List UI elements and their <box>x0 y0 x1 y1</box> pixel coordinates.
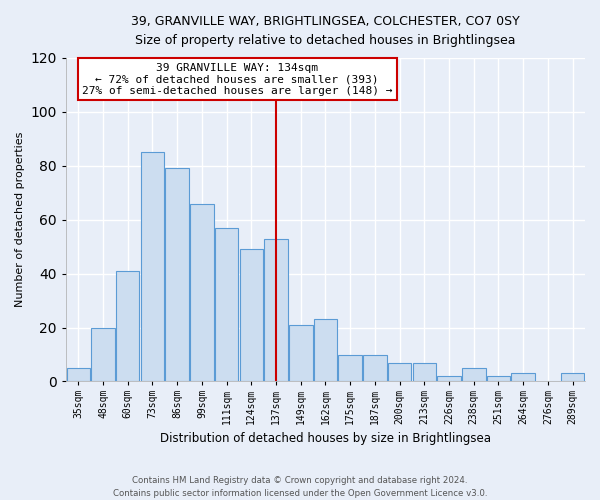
Bar <box>363 354 386 382</box>
Bar <box>462 368 485 382</box>
X-axis label: Distribution of detached houses by size in Brightlingsea: Distribution of detached houses by size … <box>160 432 491 445</box>
Bar <box>116 271 139 382</box>
Bar <box>91 328 115 382</box>
Bar <box>561 374 584 382</box>
Bar <box>413 362 436 382</box>
Bar <box>511 374 535 382</box>
Bar <box>265 238 288 382</box>
Bar <box>215 228 238 382</box>
Bar <box>166 168 189 382</box>
Title: 39, GRANVILLE WAY, BRIGHTLINGSEA, COLCHESTER, CO7 0SY
Size of property relative : 39, GRANVILLE WAY, BRIGHTLINGSEA, COLCHE… <box>131 15 520 47</box>
Bar <box>338 354 362 382</box>
Y-axis label: Number of detached properties: Number of detached properties <box>15 132 25 308</box>
Bar <box>141 152 164 382</box>
Bar <box>487 376 510 382</box>
Text: Contains HM Land Registry data © Crown copyright and database right 2024.
Contai: Contains HM Land Registry data © Crown c… <box>113 476 487 498</box>
Bar <box>314 320 337 382</box>
Bar <box>239 250 263 382</box>
Text: 39 GRANVILLE WAY: 134sqm
← 72% of detached houses are smaller (393)
27% of semi-: 39 GRANVILLE WAY: 134sqm ← 72% of detach… <box>82 62 392 96</box>
Bar <box>190 204 214 382</box>
Bar <box>289 325 313 382</box>
Bar <box>388 362 412 382</box>
Bar <box>67 368 90 382</box>
Bar <box>437 376 461 382</box>
